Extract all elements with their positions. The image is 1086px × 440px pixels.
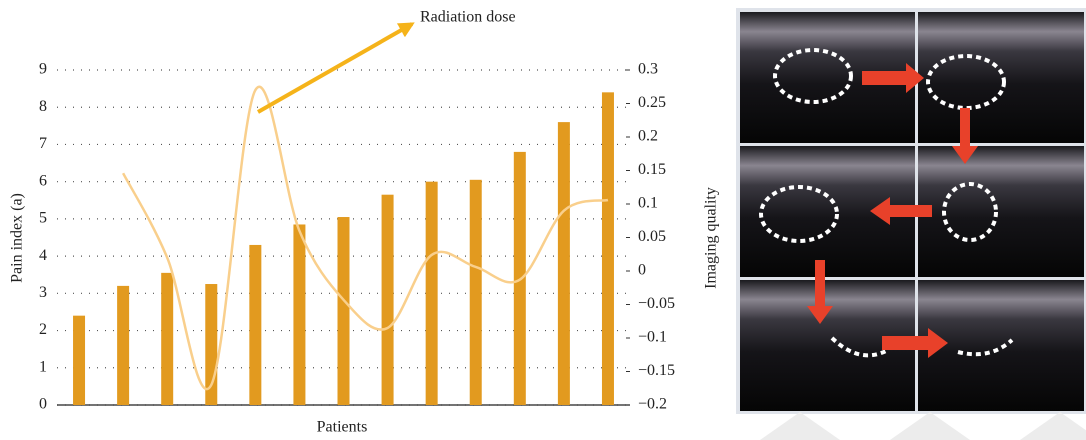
image-cell [918, 280, 1084, 411]
y-tick-label: 4 [39, 247, 47, 264]
y2-tick-label: −0.1 [638, 329, 667, 346]
annotation: Radiation dose [420, 9, 516, 26]
ultrasound-panel [736, 8, 1086, 414]
highlight-circles [759, 48, 1014, 358]
bar [293, 224, 306, 405]
bar [557, 122, 570, 405]
y2-tick-label: 0.1 [638, 195, 658, 212]
y2-tick-label: −0.15 [638, 362, 675, 379]
bar [469, 179, 482, 405]
chart: 0 1 2 3 4 5 6 7 8 9 −0.2 −0.15 −0.1 −0.05 0 0.05 0.1 0.15… [39, 61, 675, 413]
image-cell [918, 12, 1084, 143]
bar [425, 181, 438, 405]
y-tick-label: 6 [39, 172, 47, 189]
flow-arrows [807, 63, 978, 358]
bar [381, 194, 394, 405]
y2-tick-label: 0 [638, 262, 646, 279]
x-axis-label: Patients [317, 419, 368, 436]
bar [249, 244, 262, 405]
line [122, 85, 609, 390]
y2-tick-label: 0.25 [638, 94, 666, 111]
y2-tick-label: 0.15 [638, 161, 666, 178]
y-axis-label: Pain index (a) [9, 193, 26, 283]
bar [161, 272, 174, 405]
y-tick-label: 2 [39, 321, 47, 338]
watermark [760, 412, 1086, 440]
y2-tick-label: −0.05 [638, 295, 675, 312]
y-tick-label: 8 [39, 98, 47, 115]
y2-tick-label: 0.3 [638, 61, 658, 78]
y-tick-label: 9 [39, 61, 47, 78]
y-tick-label: 7 [39, 135, 47, 152]
y-tick-label: 1 [39, 358, 47, 375]
bar [337, 217, 350, 405]
annotation-arrow [257, 22, 415, 114]
y2-tick-label: 0.2 [638, 128, 658, 145]
bar [73, 315, 86, 405]
y-tick-label: 0 [39, 396, 47, 413]
y2-tick-label: −0.2 [638, 396, 667, 413]
bar [601, 92, 614, 405]
y-tick-label: 3 [39, 284, 47, 301]
y2-axis-label: Imaging quality [703, 187, 720, 289]
bar [117, 285, 130, 405]
y-tick-label: 5 [39, 210, 47, 227]
y2-tick-label: 0.05 [638, 228, 666, 245]
